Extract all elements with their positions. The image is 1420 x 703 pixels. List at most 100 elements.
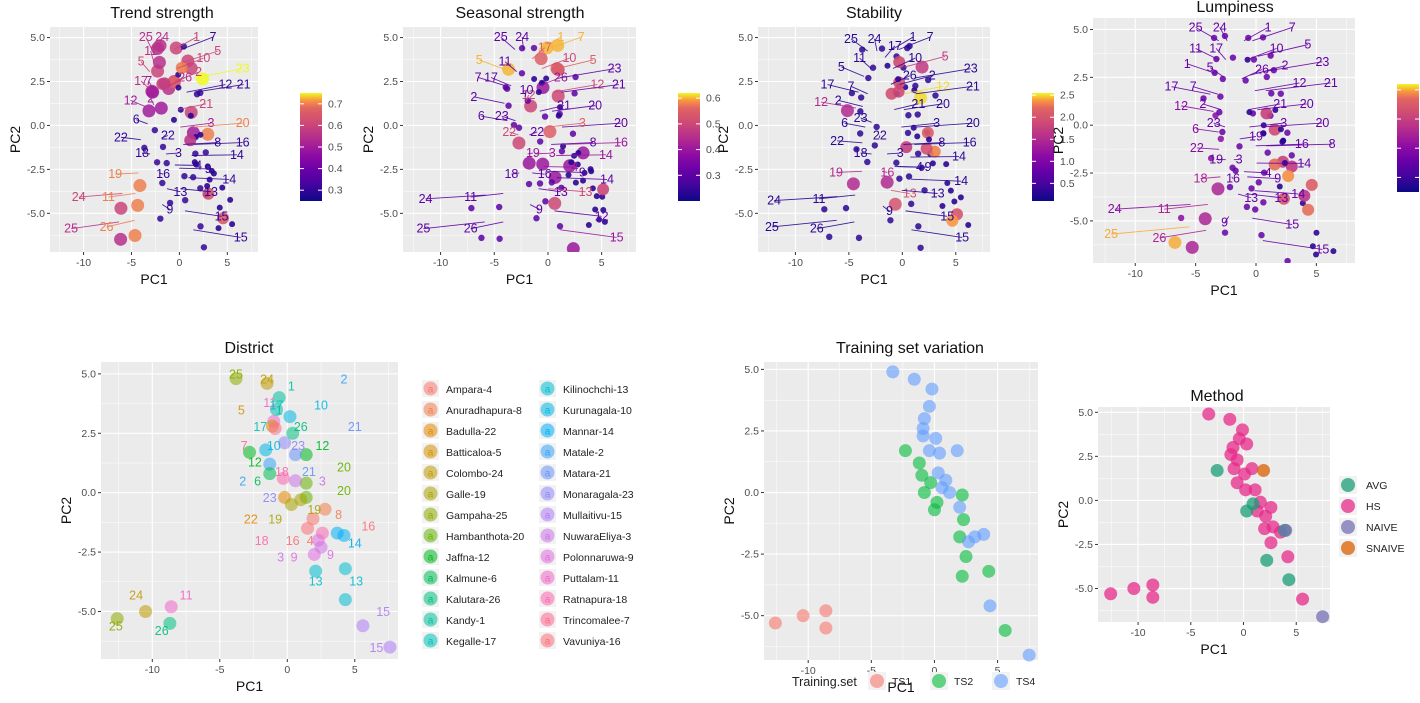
point [1280,137,1287,144]
point [853,146,860,153]
point [950,444,964,458]
point-label: 26 [100,220,114,234]
point-label: 9 [925,160,932,174]
legend-label: Jaffna-12 [446,552,490,564]
point [215,225,222,232]
leader-line [509,131,519,136]
point [1277,126,1284,133]
point [871,142,879,149]
point [1217,135,1225,143]
point [158,77,171,90]
leader-line [903,103,944,111]
y-tick-label: -5.0 [1070,215,1088,227]
point [301,521,315,535]
colorbar-label: 0.3 [328,185,343,197]
point [512,136,526,150]
point [227,196,234,203]
point [557,104,564,111]
point [1284,129,1291,136]
point [1268,158,1281,171]
legend-key-marker [423,633,438,648]
y-tick-label: 0.0 [1078,495,1093,507]
point [197,223,204,230]
point-label: 9 [886,204,893,218]
legend-key-marker [540,381,555,396]
point [581,169,588,176]
point [917,244,924,251]
point [887,217,894,224]
leader-line [844,122,866,128]
point-label: 21 [302,465,316,479]
legend-label: Puttalam-11 [563,573,619,585]
y-tick-label: -2.5 [735,164,753,176]
leader-line [162,204,171,210]
legend-label: SNAIVE [1366,543,1405,555]
leader-line [551,142,594,145]
point-label: 10 [520,83,534,97]
point-label: 24 [767,194,781,208]
point [1210,463,1224,477]
point [496,203,503,211]
point [857,94,865,101]
point [1022,648,1036,662]
colorbar-label: 0.6 [706,93,721,105]
point-label: 6 [841,116,848,130]
leader-line [194,142,243,145]
point-label: 16 [236,136,250,150]
point-label: 13 [931,187,945,201]
point [922,399,936,413]
point-label: 5 [138,55,145,69]
point [1168,235,1182,249]
point-label: 10 [314,399,328,413]
point [1226,183,1234,191]
point [515,124,523,131]
point-label: 9 [166,202,173,216]
point-label: 15 [369,641,383,655]
point [1281,550,1295,564]
point [1255,179,1262,186]
point [929,160,936,167]
point-label: 12 [315,439,329,453]
point-label: 24 [515,30,529,44]
leader-line [859,57,872,69]
x-tick-label: 0 [932,665,938,677]
point [925,382,939,396]
point [1229,54,1237,61]
leader-line [166,152,179,155]
point-label: 11 [180,589,193,603]
point-label: 20 [966,116,980,130]
point-label: 14 [1291,187,1305,201]
point [1200,95,1207,102]
point [855,234,863,242]
point-label: 8 [938,136,945,150]
leader-line [541,57,570,69]
point [932,92,939,99]
point [1221,229,1229,236]
legend-key-marker [540,612,555,627]
point [588,168,595,175]
leader-line [194,84,244,93]
point-label: 16 [963,136,977,150]
legend-key-glyph: a [428,427,434,438]
x-tick-label: -10 [76,257,91,269]
point-label: 9 [579,165,586,179]
x-tick-label: -10 [801,665,816,677]
leader-line [1237,193,1252,199]
legend-key-marker [540,549,555,564]
point-label: 8 [335,508,342,522]
leader-line [904,55,946,68]
point [983,599,997,613]
point-label: 19 [268,513,282,527]
point [210,170,217,177]
leader-line [903,85,944,95]
legend-label: Ampara-4 [446,384,492,396]
point [1282,573,1296,587]
leader-line [479,59,507,71]
point-label: 13 [1244,191,1258,205]
panel-method: -10 -5 0 5 -5.0 -2.5 0.0 2.5 5.0 Method PC1 PC2 AVG H… [1055,388,1405,657]
leader-line [504,61,517,72]
y-tick-label: 5.0 [744,364,759,376]
point-label: 13 [349,574,363,588]
point [1127,582,1141,596]
